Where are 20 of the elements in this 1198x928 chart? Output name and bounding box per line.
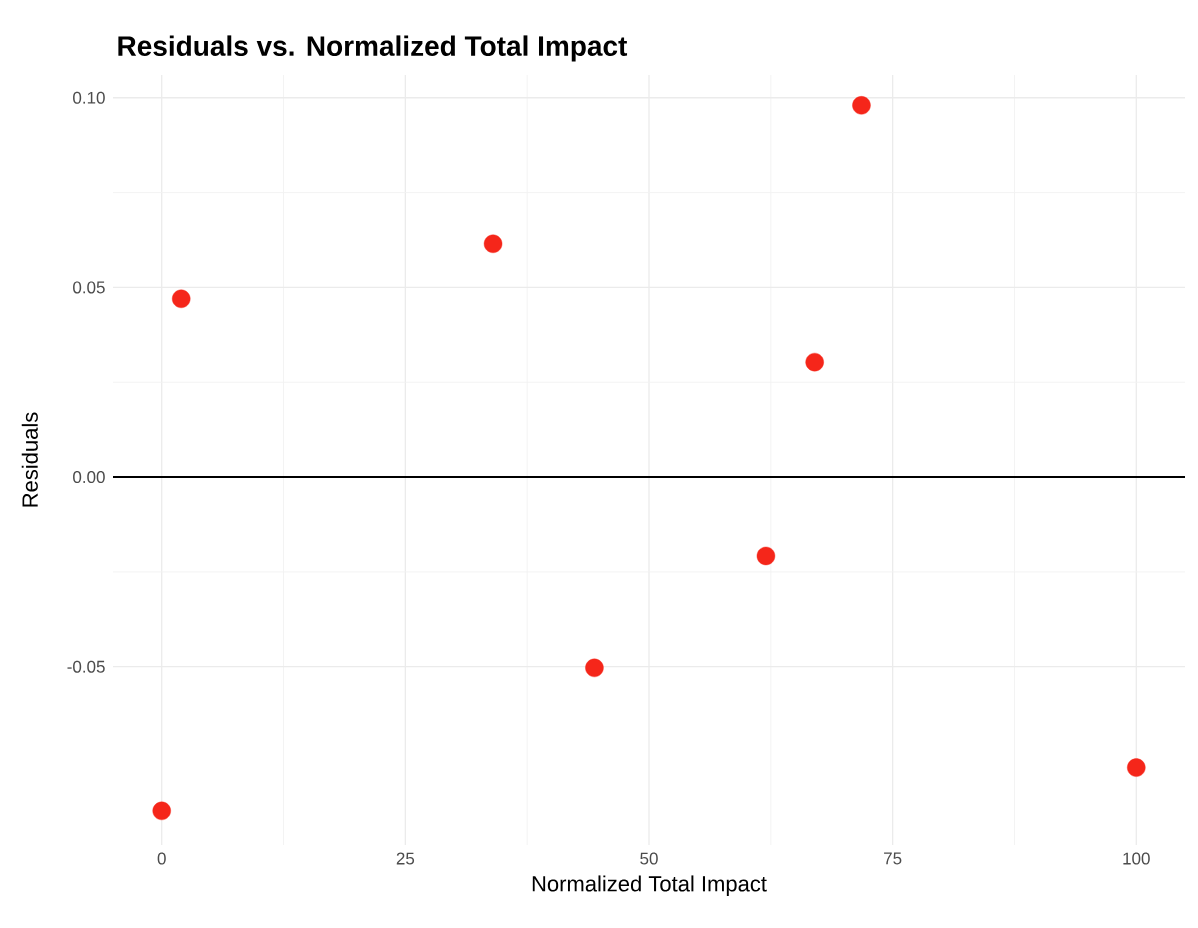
x-axis-title: Normalized Total Impact [532, 875, 767, 896]
point [585, 658, 604, 678]
y-tick-label: 0.00 [73, 471, 105, 484]
point [483, 234, 503, 253]
point [805, 352, 824, 372]
point [1127, 758, 1146, 777]
point [852, 96, 871, 115]
x-tick-label: 25 [396, 852, 415, 865]
x-tick-label: 75 [884, 852, 902, 865]
point [172, 289, 191, 308]
point [152, 801, 171, 821]
y-tick-label: -0.05 [67, 660, 105, 673]
x-tick-label: 0 [157, 852, 166, 865]
point [756, 546, 776, 566]
x-tick-label: 50 [640, 852, 658, 865]
chart-title: Residuals vs. Normalized Total Impact [118, 35, 628, 62]
y-tick-label: 0.05 [73, 281, 105, 294]
y-tick-label: 0.10 [73, 91, 105, 104]
y-axis-title: Residuals [21, 412, 38, 507]
x-tick-label: 100 [1123, 852, 1150, 865]
